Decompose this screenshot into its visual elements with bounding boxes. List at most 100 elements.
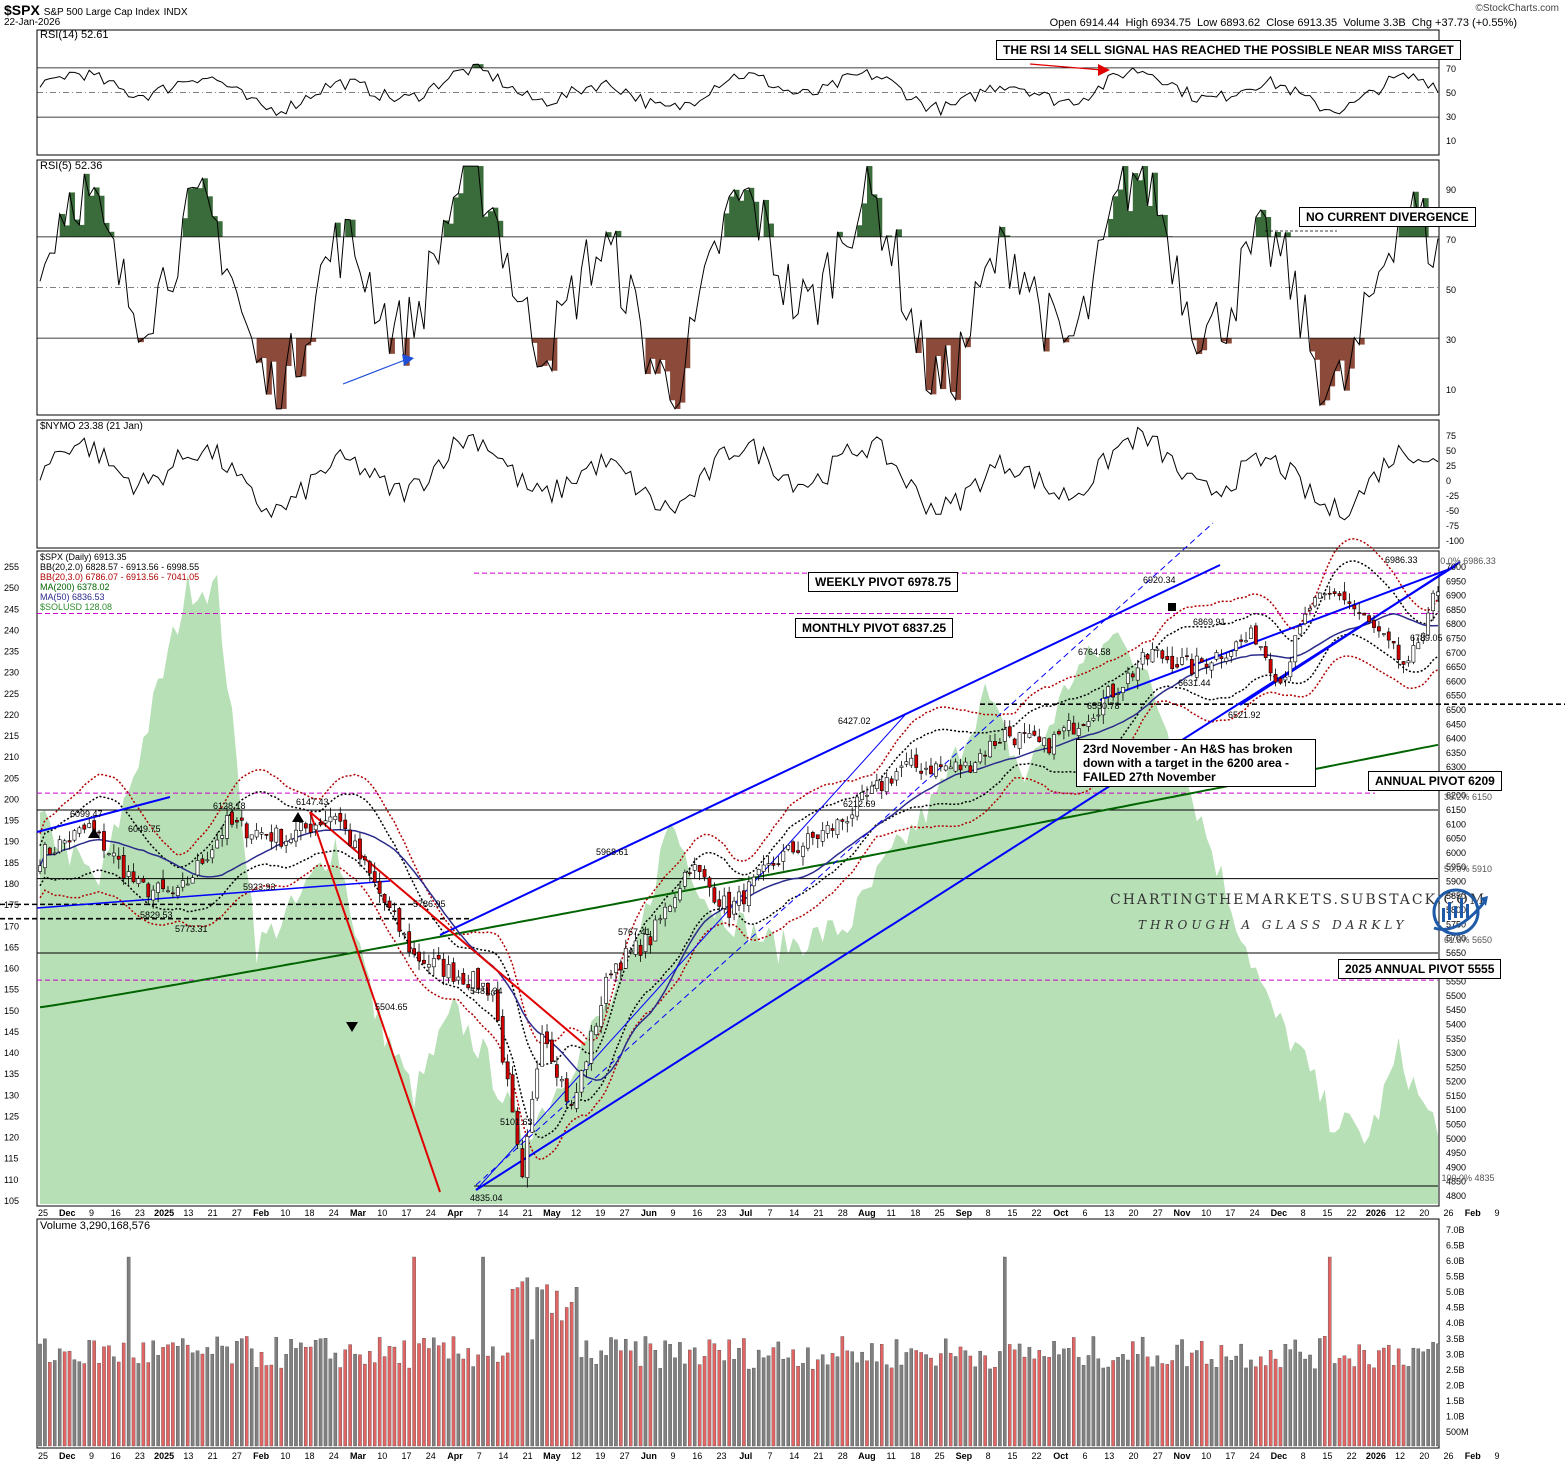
candle-body (151, 889, 156, 901)
nymo-tick: 75 (1446, 431, 1456, 441)
candle-body (1130, 673, 1135, 678)
volume-bar (451, 1336, 456, 1447)
volume-bar (1382, 1347, 1386, 1447)
price-tick-right: 6650 (1446, 662, 1466, 672)
volume-bar (1308, 1354, 1312, 1447)
rsi5-overbought-fill (1122, 166, 1129, 237)
candle-body (1091, 717, 1096, 721)
x-axis-label: 18 (910, 1451, 920, 1461)
candle-body (1416, 642, 1421, 650)
volume-bar (786, 1357, 790, 1447)
volume-bar (727, 1339, 731, 1447)
candle-body (1185, 655, 1189, 657)
volume-bar (87, 1340, 91, 1447)
x-axis-label: 13 (1104, 1451, 1114, 1461)
x-axis-label: Mar (350, 1208, 367, 1218)
candle-body (1401, 661, 1406, 665)
x-axis-label: Nov (1173, 1208, 1190, 1218)
price-tick-left: 165 (4, 942, 19, 952)
price-tick-left: 205 (4, 773, 19, 783)
volume-bar (919, 1352, 923, 1447)
candle-body (72, 830, 77, 841)
price-tick-left: 145 (4, 1027, 19, 1037)
price-tick-right: 6600 (1446, 676, 1466, 686)
x-axis-label: 6 (1083, 1208, 1088, 1218)
rsi5-oversold-fill (930, 338, 937, 395)
volume-bar (816, 1359, 820, 1447)
rsi5-overbought-fill (876, 197, 883, 237)
brand-logo-icon (1432, 888, 1488, 936)
x-axis-label: 20 (1419, 1208, 1429, 1218)
volume-bar (648, 1343, 653, 1447)
volume-bar (1081, 1365, 1086, 1447)
candle-body (436, 954, 441, 960)
candle-body (884, 777, 889, 793)
candle-body (52, 852, 57, 855)
watermark: ©StockCharts.com (1475, 3, 1559, 14)
volume-bar (555, 1290, 559, 1447)
x-axis-label: 20 (1128, 1451, 1138, 1461)
volume-bar (811, 1368, 815, 1447)
x-axis-label: Oct (1053, 1208, 1068, 1218)
rsi5-oversold-fill (675, 338, 681, 409)
volume-bar (761, 1357, 766, 1447)
x-axis-label: Dec (59, 1208, 76, 1218)
volume-bar (48, 1362, 52, 1447)
rsi5-overbought-fill (1118, 189, 1124, 237)
candle-body (387, 900, 392, 909)
rsi5-oversold-fill (1221, 338, 1227, 342)
x-axis-label: 9 (671, 1451, 676, 1461)
nymo-path (39, 426, 1439, 521)
rsi5-overbought-fill (886, 235, 893, 237)
candle-body (697, 864, 702, 873)
price-label: 5101.63 (500, 1117, 533, 1127)
rsi14-annotation: THE RSI 14 SELL SIGNAL HAS REACHED THE P… (996, 40, 1461, 60)
volume-bar (328, 1358, 333, 1447)
price-tick-right: 6900 (1446, 591, 1466, 601)
candle-body (1372, 620, 1376, 628)
volume-bar (1150, 1366, 1155, 1447)
candle-body (559, 1078, 564, 1082)
rsi5-overbought-fill (1408, 220, 1414, 237)
x-axis-label: 21 (813, 1208, 823, 1218)
candle-body (919, 770, 924, 774)
rsi5-overbought-fill (182, 218, 189, 237)
volume-tick: 6.5B (1446, 1241, 1465, 1251)
candle-body (1052, 734, 1056, 755)
rsi5-overbought-fill (483, 216, 489, 237)
rsi5-overbought-fill (1285, 232, 1291, 237)
volume-bar (1185, 1366, 1189, 1447)
candle-body (348, 829, 353, 846)
volume-bar (968, 1355, 973, 1447)
rsi14-sell-arrow (1029, 63, 1103, 71)
candle-body (929, 765, 933, 775)
candle-body (481, 982, 485, 987)
price-label: 6049.75 (128, 824, 161, 834)
candle-body (1367, 615, 1371, 622)
candle-body (835, 819, 840, 835)
x-axis-label: 26 (1444, 1208, 1454, 1218)
rsi5-overbought-fill (192, 187, 199, 237)
candle-body (1268, 659, 1273, 674)
volume-bar (1244, 1367, 1248, 1447)
volume-bar (737, 1347, 741, 1447)
nymo-tick: 50 (1446, 446, 1456, 456)
candle-body (914, 754, 919, 768)
price-label: 6920.34 (1143, 575, 1176, 585)
candle-body (643, 933, 648, 952)
volume-bar (909, 1348, 914, 1447)
rsi5-oversold-fill (650, 338, 656, 359)
rsi5-oversold-fill (679, 338, 686, 403)
price-tick-right: 4950 (1446, 1148, 1466, 1158)
candle-body (244, 823, 249, 839)
x-axis-label: 8 (986, 1451, 991, 1461)
volume-bar (264, 1365, 269, 1447)
candle-body (1431, 592, 1435, 612)
candle-body (377, 880, 382, 894)
price-tick-right: 6350 (1446, 748, 1466, 758)
brand-url: CHARTINGTHEMARKETS.SUBSTACK.COM (1110, 892, 1487, 908)
volume-bar (176, 1346, 180, 1447)
x-axis-label: Dec (59, 1451, 76, 1461)
price-tick-right: 6150 (1446, 805, 1466, 815)
